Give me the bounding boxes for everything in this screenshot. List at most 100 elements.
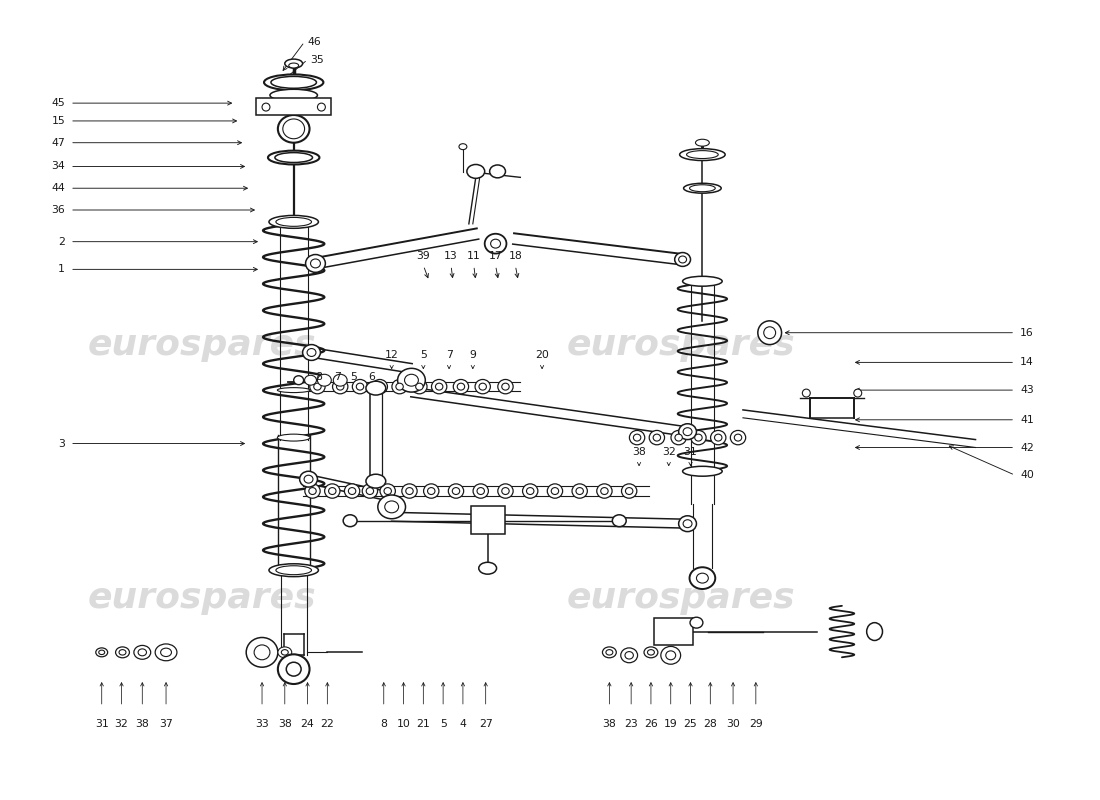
Ellipse shape	[551, 487, 559, 494]
Ellipse shape	[431, 379, 447, 394]
Ellipse shape	[99, 650, 104, 654]
Text: 12: 12	[385, 350, 398, 361]
Ellipse shape	[276, 218, 311, 226]
Ellipse shape	[666, 651, 675, 660]
Ellipse shape	[271, 77, 317, 88]
Ellipse shape	[270, 564, 318, 577]
Ellipse shape	[620, 648, 638, 662]
Ellipse shape	[366, 474, 386, 488]
Text: 42: 42	[1020, 442, 1034, 453]
Ellipse shape	[119, 650, 126, 655]
Text: 44: 44	[52, 183, 65, 194]
Text: 11: 11	[466, 251, 481, 262]
Ellipse shape	[680, 149, 725, 161]
Ellipse shape	[302, 345, 320, 361]
Ellipse shape	[396, 383, 404, 390]
Ellipse shape	[246, 638, 278, 667]
Ellipse shape	[473, 484, 488, 498]
Ellipse shape	[683, 466, 723, 476]
Text: 14: 14	[1020, 358, 1034, 367]
Ellipse shape	[411, 379, 427, 394]
Text: eurospares: eurospares	[566, 581, 795, 615]
Ellipse shape	[695, 139, 710, 146]
Ellipse shape	[690, 618, 703, 628]
Ellipse shape	[679, 256, 686, 263]
Text: 5: 5	[351, 372, 358, 382]
Ellipse shape	[626, 487, 632, 494]
Text: 32: 32	[114, 718, 129, 729]
Text: 40: 40	[1020, 470, 1034, 480]
Ellipse shape	[686, 150, 718, 158]
Ellipse shape	[309, 487, 316, 494]
Ellipse shape	[661, 646, 681, 664]
Ellipse shape	[498, 379, 513, 394]
Ellipse shape	[306, 254, 326, 272]
Bar	[471, 506, 506, 534]
Ellipse shape	[275, 153, 312, 162]
Text: 15: 15	[52, 116, 65, 126]
Text: 26: 26	[645, 718, 658, 729]
Text: 27: 27	[478, 718, 493, 729]
Text: eurospares: eurospares	[87, 327, 316, 362]
Ellipse shape	[278, 654, 309, 684]
Text: 36: 36	[52, 205, 65, 215]
Ellipse shape	[254, 645, 270, 660]
Ellipse shape	[459, 144, 466, 150]
Circle shape	[318, 103, 326, 111]
Ellipse shape	[310, 259, 320, 268]
Ellipse shape	[649, 430, 664, 445]
Ellipse shape	[675, 434, 682, 441]
Ellipse shape	[96, 648, 108, 657]
Text: 6: 6	[368, 372, 375, 382]
Ellipse shape	[397, 368, 426, 392]
Ellipse shape	[679, 424, 696, 439]
Text: 8: 8	[315, 372, 322, 382]
Text: 8: 8	[381, 718, 387, 729]
Ellipse shape	[402, 484, 417, 498]
Ellipse shape	[268, 150, 319, 165]
Ellipse shape	[277, 434, 310, 441]
Ellipse shape	[405, 374, 418, 386]
Ellipse shape	[613, 514, 626, 526]
Text: 9: 9	[470, 350, 476, 361]
Bar	[256, 98, 331, 115]
Ellipse shape	[270, 215, 318, 228]
Ellipse shape	[653, 434, 661, 441]
Text: 25: 25	[683, 718, 697, 729]
Ellipse shape	[376, 383, 384, 390]
Ellipse shape	[139, 649, 146, 656]
Ellipse shape	[466, 165, 485, 178]
Ellipse shape	[294, 376, 304, 385]
Text: 38: 38	[135, 718, 150, 729]
Ellipse shape	[674, 253, 691, 266]
Ellipse shape	[356, 383, 364, 390]
Text: 19: 19	[664, 718, 678, 729]
Ellipse shape	[477, 487, 484, 494]
Text: 16: 16	[1020, 328, 1034, 338]
Ellipse shape	[333, 374, 348, 386]
Ellipse shape	[449, 484, 464, 498]
Text: 3: 3	[58, 438, 65, 449]
Text: 22: 22	[320, 718, 334, 729]
Text: 30: 30	[726, 718, 740, 729]
Ellipse shape	[270, 90, 318, 101]
Ellipse shape	[867, 622, 882, 641]
Ellipse shape	[134, 646, 151, 659]
Text: 31: 31	[683, 447, 697, 458]
Ellipse shape	[572, 484, 587, 498]
Ellipse shape	[161, 648, 172, 657]
Text: 17: 17	[488, 251, 503, 262]
Ellipse shape	[644, 647, 658, 658]
Text: 32: 32	[662, 447, 675, 458]
Ellipse shape	[490, 165, 506, 178]
Text: 41: 41	[1020, 414, 1034, 425]
Ellipse shape	[634, 434, 641, 441]
Ellipse shape	[491, 239, 501, 248]
Ellipse shape	[576, 487, 583, 494]
Ellipse shape	[329, 487, 336, 494]
Ellipse shape	[428, 487, 435, 494]
Ellipse shape	[366, 381, 386, 395]
Circle shape	[262, 103, 270, 111]
Ellipse shape	[683, 428, 692, 436]
Ellipse shape	[264, 74, 323, 90]
